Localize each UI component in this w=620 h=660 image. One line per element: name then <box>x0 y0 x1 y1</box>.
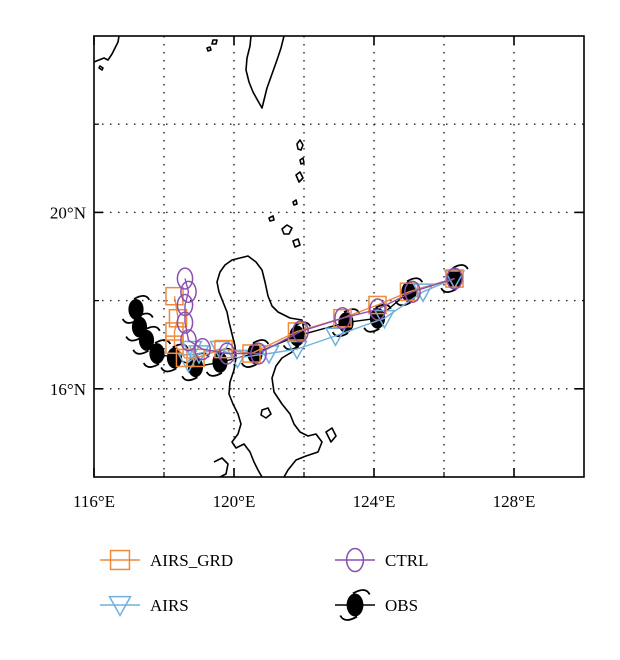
track-point <box>334 307 351 330</box>
track-ctrl <box>176 267 463 365</box>
axis-ticks: 116°E 120°E 124°E 128°E 20°N 16°N <box>50 36 584 511</box>
island-small <box>292 238 301 248</box>
track-point <box>194 337 211 361</box>
legend-marker <box>339 589 371 621</box>
legend-item-airs-grd: AIRS_GRD <box>100 549 233 571</box>
island-small <box>211 39 218 45</box>
track-point <box>142 339 172 368</box>
map-grid <box>94 36 584 477</box>
luzon-east-coastline <box>239 255 323 477</box>
mindoro-coastline <box>213 457 229 477</box>
island-small <box>268 215 275 222</box>
legend-item-ctrl: CTRL <box>335 547 428 573</box>
typhoon-tracks <box>121 264 469 382</box>
track-point <box>324 327 347 347</box>
y-tick-label: 16°N <box>50 380 86 399</box>
track-point <box>176 293 194 317</box>
track-airs <box>177 270 466 374</box>
track-point <box>121 294 151 324</box>
track-point <box>214 339 233 359</box>
track-point <box>218 342 236 365</box>
y-tick-label: 20°N <box>50 203 86 222</box>
legend-label: AIRS_GRD <box>150 551 233 570</box>
x-tick-label: 120°E <box>213 492 256 511</box>
legend-item-obs: OBS <box>335 589 418 621</box>
legend-label: OBS <box>385 596 418 615</box>
track-point <box>165 322 184 341</box>
catanduanes-coastline <box>325 427 337 443</box>
taiwan-coastline <box>245 36 285 109</box>
track-point <box>180 329 197 352</box>
legend-item-airs: AIRS <box>100 595 189 618</box>
coast-islet <box>98 65 104 71</box>
x-tick-label: 128°E <box>493 492 536 511</box>
legend-label: AIRS <box>150 596 189 615</box>
coastline <box>94 36 337 477</box>
track-point <box>165 335 184 354</box>
track-point <box>180 280 197 303</box>
track-point <box>176 311 194 334</box>
track-point <box>333 308 352 328</box>
track-point <box>165 286 184 306</box>
track-point <box>404 280 421 303</box>
island-small <box>292 199 298 206</box>
luzon-coastline <box>216 257 263 477</box>
legend-label: CTRL <box>385 551 428 570</box>
luzon-lake <box>260 407 272 419</box>
legend-marker <box>108 595 132 618</box>
china-coastline <box>94 36 120 63</box>
track-point <box>250 342 267 365</box>
island-small <box>299 157 305 165</box>
map-frame <box>93 35 585 478</box>
x-tick-label: 124°E <box>353 492 396 511</box>
track-point <box>445 269 464 288</box>
track-point <box>258 345 280 365</box>
legend-marker <box>345 547 365 573</box>
island-small <box>206 46 212 52</box>
track-point <box>176 267 194 290</box>
track-point <box>446 267 463 290</box>
x-tick-label: 116°E <box>73 492 115 511</box>
track-line <box>173 277 455 359</box>
island-small <box>281 224 293 235</box>
legend: AIRS_GRD CTRL AIRS OBS <box>100 547 428 621</box>
track-point <box>369 298 386 321</box>
track-point <box>292 320 309 343</box>
island-small <box>295 171 304 183</box>
legend-marker <box>109 549 131 571</box>
track-line <box>184 277 455 355</box>
island-small <box>296 139 304 151</box>
